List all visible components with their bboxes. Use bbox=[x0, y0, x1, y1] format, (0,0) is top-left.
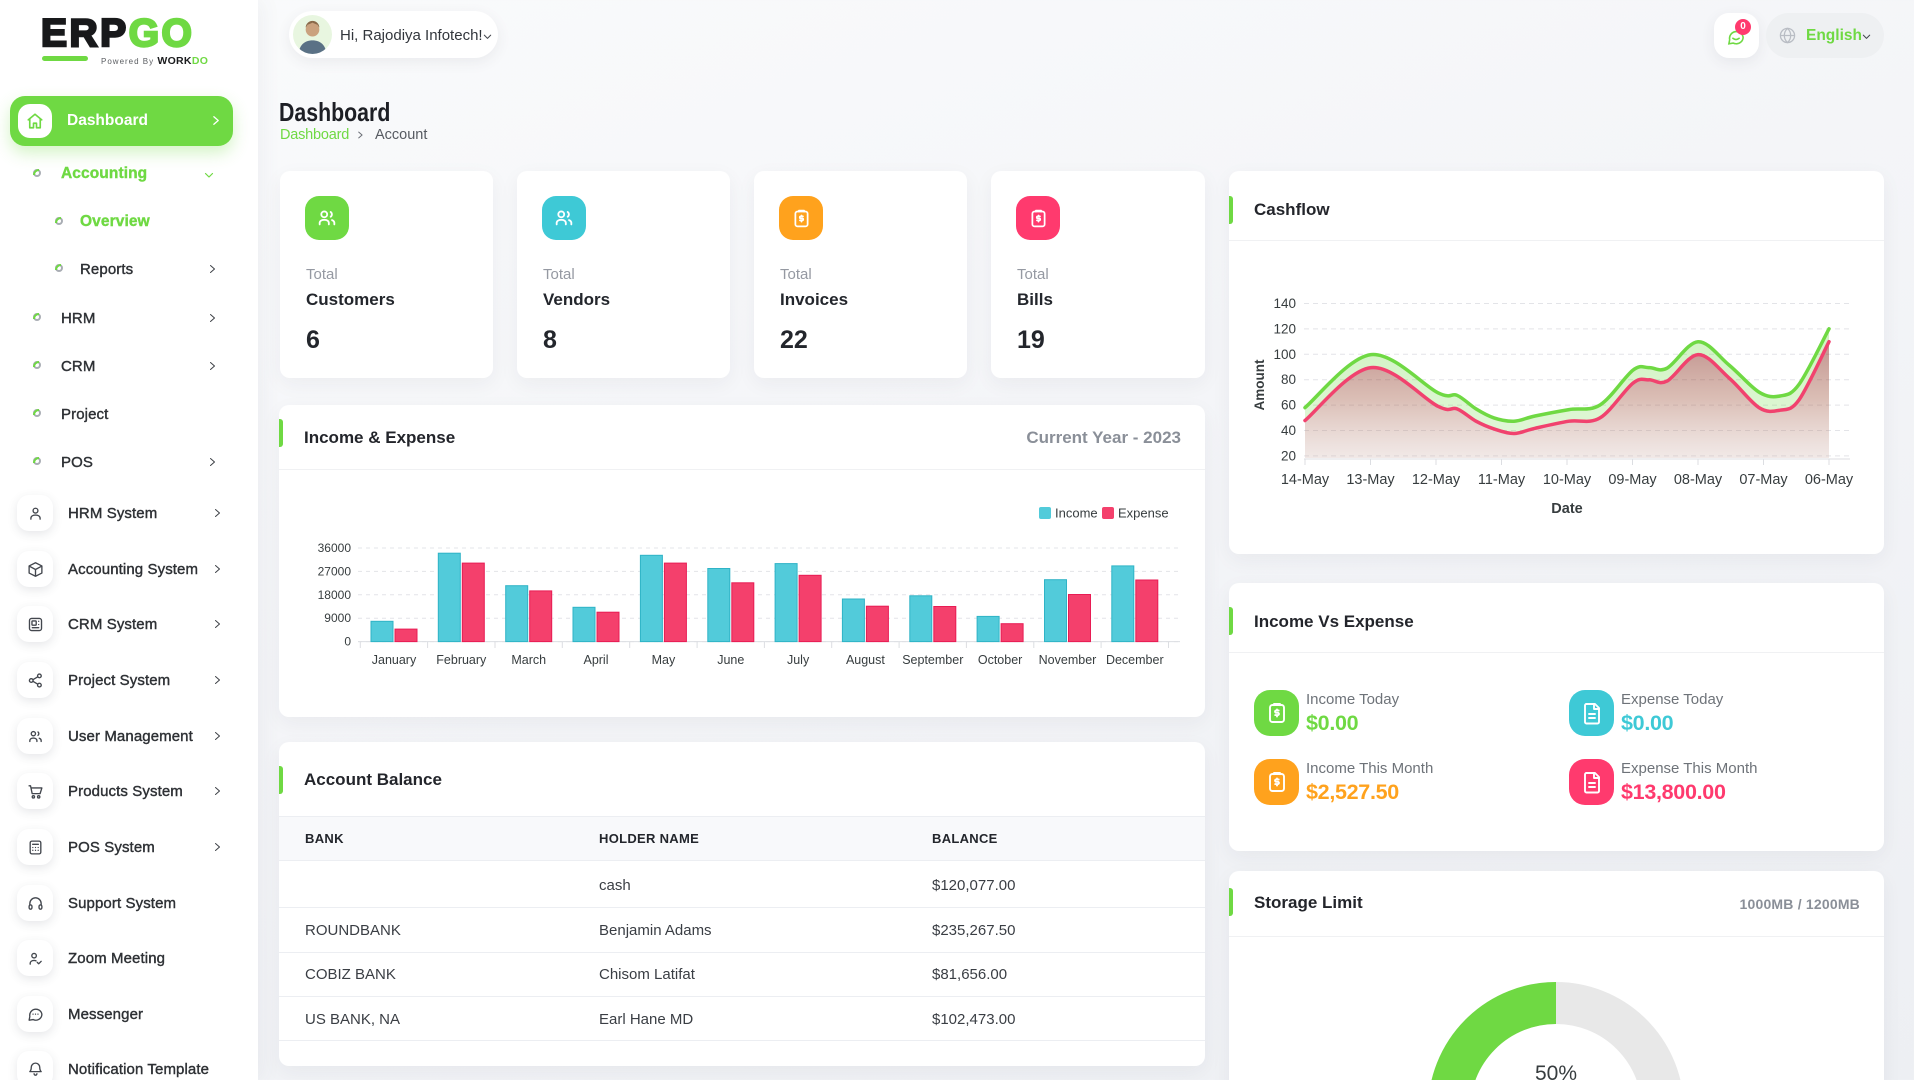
svg-text:50%: 50% bbox=[1535, 1062, 1577, 1080]
svg-text:20: 20 bbox=[1281, 448, 1296, 463]
svg-text:120: 120 bbox=[1273, 321, 1296, 336]
svg-text:July: July bbox=[787, 653, 810, 667]
svg-text:June: June bbox=[717, 653, 744, 667]
svg-text:0: 0 bbox=[344, 635, 351, 649]
svg-text:September: September bbox=[902, 653, 963, 667]
svg-text:14-May: 14-May bbox=[1281, 472, 1330, 488]
svg-text:80: 80 bbox=[1281, 372, 1296, 387]
svg-text:60: 60 bbox=[1281, 398, 1296, 413]
svg-text:October: October bbox=[978, 653, 1022, 667]
svg-text:100: 100 bbox=[1273, 347, 1296, 362]
svg-text:12-May: 12-May bbox=[1412, 472, 1461, 488]
svg-text:06-May: 06-May bbox=[1805, 472, 1854, 488]
svg-text:09-May: 09-May bbox=[1608, 472, 1657, 488]
svg-text:January: January bbox=[372, 653, 417, 667]
svg-text:December: December bbox=[1106, 653, 1164, 667]
svg-text:07-May: 07-May bbox=[1739, 472, 1788, 488]
svg-text:March: March bbox=[511, 653, 546, 667]
svg-text:18000: 18000 bbox=[318, 588, 352, 602]
svg-text:140: 140 bbox=[1273, 296, 1296, 311]
svg-text:27000: 27000 bbox=[318, 564, 352, 578]
svg-text:9000: 9000 bbox=[324, 611, 351, 625]
svg-text:36000: 36000 bbox=[318, 541, 352, 555]
svg-text:40: 40 bbox=[1281, 423, 1296, 438]
svg-text:08-May: 08-May bbox=[1674, 472, 1723, 488]
svg-text:April: April bbox=[583, 653, 608, 667]
svg-text:May: May bbox=[652, 653, 676, 667]
svg-text:February: February bbox=[436, 653, 487, 667]
svg-text:13-May: 13-May bbox=[1346, 472, 1395, 488]
svg-text:Income: Income bbox=[1055, 506, 1098, 521]
svg-text:November: November bbox=[1039, 653, 1097, 667]
svg-text:Amount: Amount bbox=[1252, 359, 1267, 410]
svg-text:Expense: Expense bbox=[1118, 506, 1169, 521]
svg-text:11-May: 11-May bbox=[1478, 472, 1526, 488]
svg-text:Date: Date bbox=[1551, 501, 1582, 517]
svg-text:10-May: 10-May bbox=[1543, 472, 1592, 488]
svg-text:August: August bbox=[846, 653, 885, 667]
